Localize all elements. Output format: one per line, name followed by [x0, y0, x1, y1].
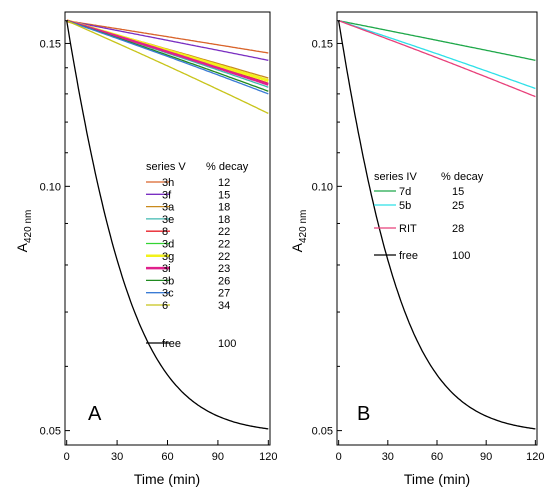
panel-a-legend-value-3h: 12 — [218, 177, 230, 189]
panel-b-frame — [336, 11, 538, 446]
panel-b-xtick-label: 120 — [526, 451, 544, 463]
panel-a-legend-name-3g: 3g — [162, 251, 174, 263]
panel-a-series-3f — [66, 20, 269, 61]
panel-b-legend-value-7d: 15 — [452, 186, 464, 198]
panel-a-legend-name-3b: 3b — [162, 275, 174, 287]
panel-b-legend-name-free: free — [399, 250, 418, 262]
panel-b-ytick-label: 0.05 — [312, 426, 333, 438]
panel-a-series-6 — [66, 20, 269, 114]
panel-a-ytick-label: 0.05 — [40, 426, 61, 438]
panel-a-ylabel-sub: 420 nm — [23, 210, 34, 243]
panel-a-legend-value-3e: 18 — [218, 214, 230, 226]
panel-a-legend-name-6: 6 — [162, 300, 168, 312]
panel-b-xtick-label: 90 — [480, 451, 492, 463]
panel-a-legend-value-title: % decay — [206, 161, 249, 173]
panel-a-legend-name-3d: 3d — [162, 239, 174, 251]
panel-a-xtick-label: 30 — [111, 451, 123, 463]
panel-a-xtick-label: 0 — [64, 451, 70, 463]
panel-b-legend-name-5b: 5b — [399, 200, 411, 212]
panel-b-xlabel: Time (min) — [404, 471, 470, 487]
panel-b-ylabel-main: A — [289, 242, 305, 252]
panel-a-xtick-label: 60 — [161, 451, 173, 463]
panel-b-series-RIT — [338, 20, 536, 98]
panel-a-legend-value-3f: 15 — [218, 189, 230, 201]
panel-b-ytick-label: 0.10 — [312, 181, 333, 193]
panel-a-legend-title: series V — [146, 161, 186, 173]
panel-b-ytick-label: 0.15 — [312, 38, 333, 50]
panel-b-xtick-label: 30 — [382, 451, 394, 463]
panel-a-plot-lines — [66, 19, 269, 430]
panel-a-legend-name-3e: 3e — [162, 214, 174, 226]
panel-a-legend-name-3f: 3f — [162, 189, 172, 201]
panel-a-ylabel-main: A — [14, 242, 30, 252]
panel-a-legend-value-3a: 18 — [218, 202, 230, 214]
panel-a-legend-name-3i: 3i — [162, 263, 171, 275]
panel-a-ytick-label: 0.15 — [40, 38, 61, 50]
panel-a-legend-name-free: free — [162, 338, 181, 350]
panel-a-legend-value-free: 100 — [218, 338, 236, 350]
panel-b-xtick-label: 60 — [431, 451, 443, 463]
panel-a-ytick-label: 0.10 — [40, 181, 61, 193]
panel-a: 0 30 60 90 120 0.05 0.10 0.15 series V % decay … — [14, 11, 277, 487]
panel-a-legend-value-3i: 23 — [218, 263, 230, 275]
panel-a-legend-value-3c: 27 — [218, 288, 230, 300]
panel-a-xtick-label: 90 — [212, 451, 224, 463]
panel-b-legend: series IV % decay 7d 15 5b 25 RIT 28 free 100 — [374, 171, 484, 262]
panel-b-legend-title: series IV — [374, 171, 417, 183]
panel-b-legend-name-7d: 7d — [399, 186, 411, 198]
panel-b-legend-value-free: 100 — [452, 250, 470, 262]
panel-b-xtick-label: 0 — [336, 451, 342, 463]
panel-a-legend-value-8: 22 — [218, 226, 230, 238]
panel-a-legend: series V % decay 3h 12 3f 15 3a 18 3e 18 8 22 3d 22… — [146, 161, 249, 350]
panel-b-legend-value-title: % decay — [441, 171, 484, 183]
panel-a-legend-rows: 3h 12 3f 15 3a 18 3e 18 8 22 3d 22 3g 22 3i 23 3b 26 3c 27 6… — [146, 177, 236, 350]
panel-a-legend-name-3h: 3h — [162, 177, 174, 189]
panel-b: 0 30 60 90 120 0.05 0.10 0.15 series IV % decay… — [289, 11, 545, 487]
panel-b-legend-name-RIT: RIT — [399, 223, 417, 235]
panel-a-legend-name-3a: 3a — [162, 202, 175, 214]
panel-b-ylabel: A420 nm — [289, 210, 309, 253]
panel-b-ylabel-sub: 420 nm — [298, 210, 309, 243]
panel-a-ylabel: A420 nm — [14, 210, 34, 253]
panel-b-series-5b — [338, 20, 536, 90]
panel-a-xtick-label: 120 — [259, 451, 277, 463]
panel-b-letter: B — [357, 403, 370, 425]
panel-b-legend-value-5b: 25 — [452, 200, 464, 212]
panel-b-legend-value-RIT: 28 — [452, 223, 464, 235]
panel-b-plot-lines — [337, 20, 536, 430]
panel-a-ticks: 0 30 60 90 120 0.05 0.10 0.15 — [40, 20, 277, 463]
panel-a-legend-name-3c: 3c — [162, 288, 174, 300]
panel-a-legend-name-8: 8 — [162, 226, 168, 238]
panel-b-series-7d — [338, 20, 536, 61]
panel-b-series-free — [337, 20, 536, 430]
panel-a-letter: A — [88, 403, 102, 425]
panel-a-legend-value-3d: 22 — [218, 239, 230, 251]
panel-a-legend-value-6: 34 — [218, 300, 230, 312]
panel-b-ticks: 0 30 60 90 120 0.05 0.10 0.15 — [312, 20, 545, 463]
panel-a-xlabel: Time (min) — [134, 471, 200, 487]
panel-a-legend-value-3g: 22 — [218, 251, 230, 263]
panel-b-legend-rows: 7d 15 5b 25 RIT 28 free 100 — [374, 186, 470, 262]
panel-a-series-3h — [66, 20, 269, 54]
panel-a-series-3c — [66, 20, 269, 95]
panel-a-legend-value-3b: 26 — [218, 275, 230, 287]
panel-a-series-free — [66, 20, 269, 430]
panel-a-series-3i — [66, 19, 269, 86]
